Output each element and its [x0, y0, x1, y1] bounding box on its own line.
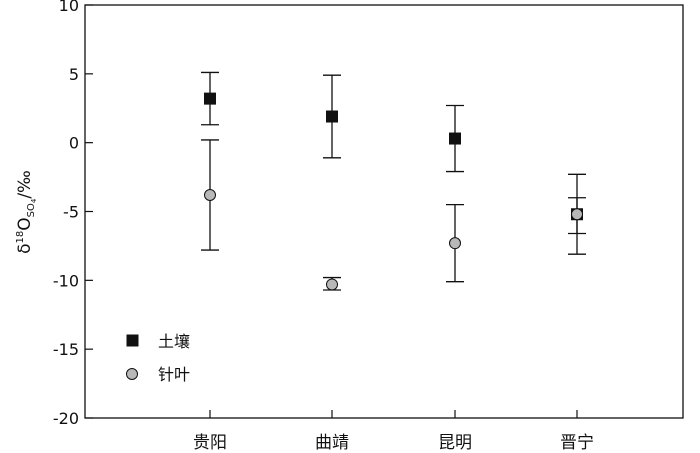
y-label-o: O: [15, 217, 35, 230]
plot-frame: [84, 4, 684, 419]
y-label-delta: δ: [15, 243, 35, 253]
x-axis: 贵阳 曲靖 昆明 晋宁: [193, 410, 594, 453]
y-label-sup: 18: [15, 231, 26, 244]
data-marks: [201, 71, 586, 291]
y-label-sub: SO: [26, 203, 37, 217]
data-point-square: [204, 92, 216, 105]
x-tick-label: 晋宁: [560, 433, 594, 453]
legend-label-soil: 土壤: [158, 332, 190, 351]
y-tick-label: -15: [53, 340, 79, 359]
x-tick-label: 昆明: [438, 433, 472, 453]
y-label-unit: /‰: [15, 170, 35, 199]
data-point-circle: [449, 237, 461, 250]
y-tick-label: 0: [69, 134, 79, 153]
y-axis-label: δ18OSO4/‰: [15, 170, 38, 254]
legend-label-needle: 针叶: [158, 365, 190, 384]
y-label-subsub: 4: [30, 198, 38, 203]
data-point-square: [326, 110, 338, 123]
data-point-circle: [326, 278, 338, 291]
x-tick-label: 曲靖: [315, 433, 349, 453]
legend-circle-marker: [126, 368, 138, 380]
data-point-square: [449, 132, 461, 145]
legend: 土壤 针叶: [126, 332, 190, 384]
x-tick-label: 贵阳: [193, 433, 227, 453]
data-point-circle: [204, 188, 216, 201]
y-axis: 10 5 0 -5 -10 -15 -20: [53, 0, 93, 428]
y-tick-label: -10: [53, 271, 79, 290]
data-point-circle: [571, 208, 583, 221]
y-tick-label: 10: [59, 0, 79, 15]
y-tick-label: -5: [63, 203, 79, 222]
y-tick-label: 5: [69, 65, 79, 84]
legend-square-marker: [126, 334, 139, 347]
y-tick-label: -20: [53, 409, 79, 428]
